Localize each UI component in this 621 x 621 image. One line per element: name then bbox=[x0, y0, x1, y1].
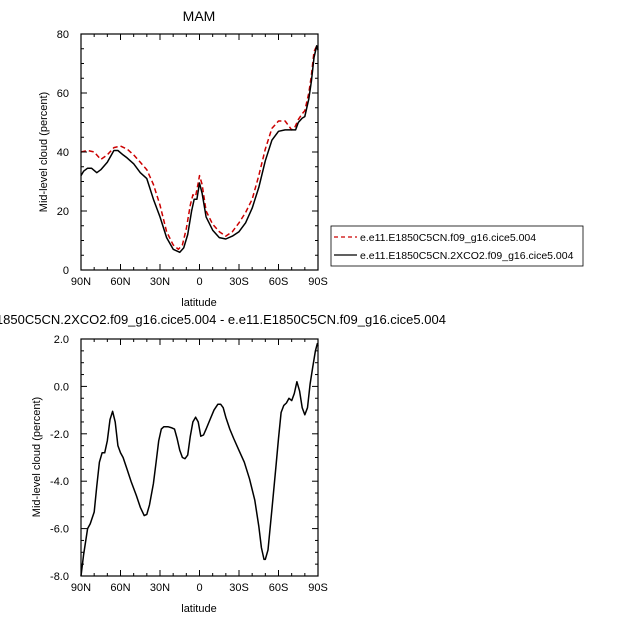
top-plot-frame bbox=[80, 33, 319, 271]
top-plot-area: 90N 60N 30N 0 30S 60S 90S 0 20 40 60 80 bbox=[57, 29, 328, 288]
top-chart: MAM 90N 60N 30N 0 30S 60S 90S 0 20 40 60 80 latitud… bbox=[38, 8, 328, 309]
bottom-y-tick-label: -6.0 bbox=[50, 524, 69, 536]
top-series-line-0 bbox=[80, 45, 319, 251]
top-x-tick-label: 90S bbox=[308, 276, 328, 288]
bottom-y-tick-label: -2.0 bbox=[50, 429, 69, 441]
bottom-y-tick-label: -4.0 bbox=[50, 476, 69, 488]
top-y-tick-label: 0 bbox=[63, 265, 69, 277]
top-x-tick-label: 0 bbox=[196, 276, 202, 288]
top-x-tick-label: 30N bbox=[150, 276, 170, 288]
bottom-y-axis-label: Mid-level cloud (percent) bbox=[31, 397, 43, 517]
legend-label-2xco2: e.e11.E1850C5CN.2XCO2.f09_g16.cice5.004 bbox=[360, 250, 574, 262]
top-y-tick-label: 80 bbox=[57, 29, 69, 41]
bottom-x-tick-label: 30S bbox=[229, 582, 249, 594]
top-chart-title: MAM bbox=[183, 8, 216, 24]
top-y-tick-label: 40 bbox=[57, 147, 69, 159]
bottom-y-tick-label: -8.0 bbox=[50, 571, 69, 583]
bottom-y-tick-label: 0.0 bbox=[54, 381, 69, 393]
bottom-series-line-0 bbox=[80, 342, 319, 577]
top-x-tick-label: 60S bbox=[269, 276, 289, 288]
top-x-tick-label: 30S bbox=[229, 276, 249, 288]
top-chart-legend: e.e11.E1850C5CN.f09_g16.cice5.004 e.e11.… bbox=[330, 225, 584, 267]
bottom-x-tick-label: 0 bbox=[196, 582, 202, 594]
top-series-line-1 bbox=[80, 45, 319, 254]
bottom-x-axis-label: latitude bbox=[181, 603, 216, 615]
top-x-axis-label: latitude bbox=[181, 297, 216, 309]
bottom-plot-frame bbox=[80, 338, 319, 577]
top-y-tick-label: 20 bbox=[57, 206, 69, 218]
bottom-y-tick-label: 2.0 bbox=[54, 334, 69, 346]
legend-label-control: e.e11.E1850C5CN.f09_g16.cice5.004 bbox=[360, 232, 536, 244]
bottom-chart-title: e.e11.E1850C5CN.2XCO2.f09_g16.cice5.004 … bbox=[0, 312, 446, 327]
legend-box bbox=[330, 225, 584, 267]
top-x-tick-label: 60N bbox=[110, 276, 130, 288]
top-x-tick-label: 90N bbox=[71, 276, 91, 288]
bottom-chart: e.e11.E1850C5CN.2XCO2.f09_g16.cice5.004 … bbox=[0, 312, 446, 615]
top-y-axis-label: Mid-level cloud (percent) bbox=[38, 92, 50, 212]
bottom-x-tick-label: 90N bbox=[71, 582, 91, 594]
bottom-x-tick-label: 90S bbox=[308, 582, 328, 594]
bottom-plot-area: 90N 60N 30N 0 30S 60S 90S -8.0 -6.0 -4.0 -2.0 0.0 2.… bbox=[50, 334, 328, 594]
bottom-x-tick-label: 30N bbox=[150, 582, 170, 594]
bottom-x-tick-label: 60N bbox=[110, 582, 130, 594]
top-y-tick-label: 60 bbox=[57, 88, 69, 100]
bottom-x-tick-label: 60S bbox=[269, 582, 289, 594]
